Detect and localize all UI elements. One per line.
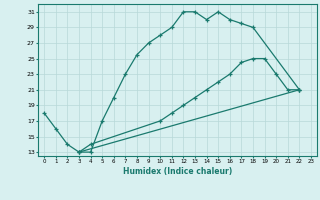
X-axis label: Humidex (Indice chaleur): Humidex (Indice chaleur) [123, 167, 232, 176]
